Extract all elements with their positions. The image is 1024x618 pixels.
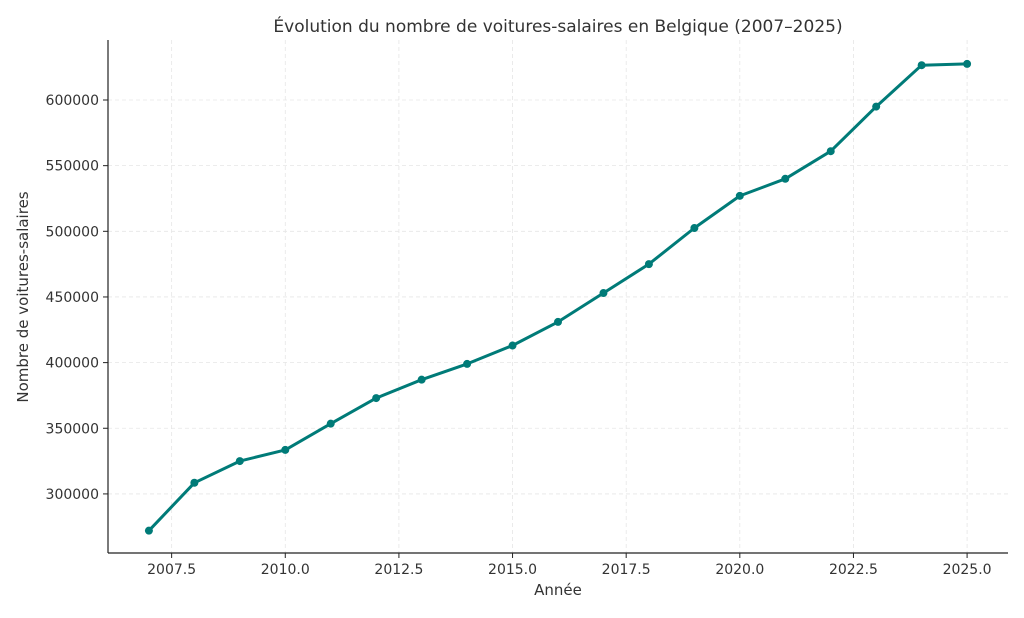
data-point xyxy=(372,394,381,403)
y-tick-label: 350000 xyxy=(46,421,99,437)
y-tick-label: 300000 xyxy=(46,487,99,503)
y-axis-label: Nombre de voitures-salaires xyxy=(14,191,32,402)
x-tick-label: 2015.0 xyxy=(488,562,537,578)
axes xyxy=(107,40,1008,554)
y-tick-label: 550000 xyxy=(46,159,99,175)
y-tick-label: 400000 xyxy=(46,356,99,372)
data-point xyxy=(644,260,653,269)
data-point xyxy=(735,191,744,200)
data-point xyxy=(235,457,244,466)
data-point xyxy=(826,147,835,156)
data-point xyxy=(281,445,290,454)
x-tick-label: 2007.5 xyxy=(147,562,196,578)
chart-title: Évolution du nombre de voitures-salaires… xyxy=(273,15,842,37)
data-point xyxy=(917,61,926,70)
x-tick-label: 2010.0 xyxy=(261,562,310,578)
data-point xyxy=(326,419,335,428)
x-tick-label: 2012.5 xyxy=(374,562,423,578)
data-point xyxy=(144,526,153,535)
grid xyxy=(108,40,1008,553)
x-tick-label: 2020.0 xyxy=(715,562,764,578)
data-point xyxy=(463,359,472,368)
y-tick-label: 600000 xyxy=(46,93,99,109)
data-point xyxy=(872,102,881,111)
data-point xyxy=(417,375,426,384)
data-point xyxy=(781,174,790,183)
x-tick-label: 2022.5 xyxy=(829,562,878,578)
data-point xyxy=(599,289,608,298)
x-axis-label: Année xyxy=(534,581,582,599)
data-point xyxy=(963,59,972,68)
data-point xyxy=(190,478,199,487)
y-tick-label: 450000 xyxy=(46,290,99,306)
x-tick-label: 2025.0 xyxy=(943,562,992,578)
x-tick-label: 2017.5 xyxy=(602,562,651,578)
data-point xyxy=(690,224,699,233)
data-point xyxy=(508,341,517,350)
data-point xyxy=(554,317,562,326)
y-tick-label: 500000 xyxy=(46,224,99,240)
